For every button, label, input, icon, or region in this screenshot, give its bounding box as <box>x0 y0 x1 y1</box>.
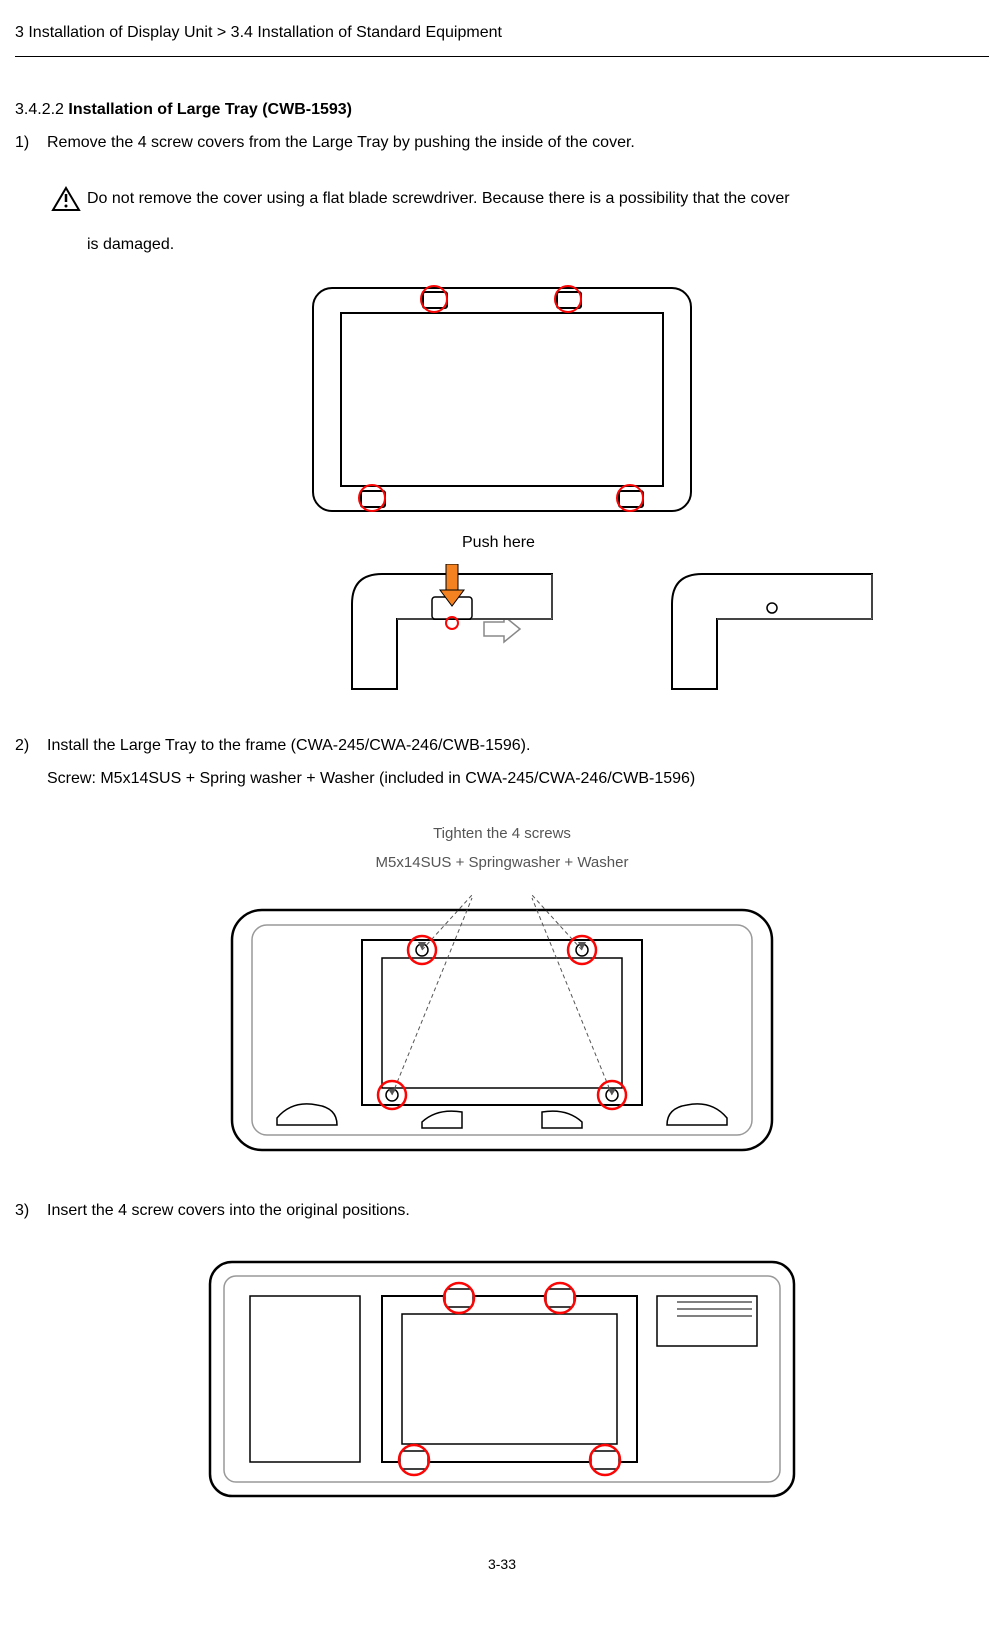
figure-2-label-line2: M5x14SUS + Springwasher + Washer <box>222 851 782 875</box>
step-1: 1) Remove the 4 screw covers from the La… <box>15 130 989 156</box>
header-divider <box>15 56 989 57</box>
section-title: Installation of Large Tray (CWB-1593) <box>68 101 352 118</box>
step-2-text: Install the Large Tray to the frame (CWA… <box>47 733 989 759</box>
step-3-number: 3) <box>15 1198 47 1224</box>
corner-detail-after <box>552 564 772 694</box>
figure-2-label-line1: Tighten the 4 screws <box>222 822 782 846</box>
step-2: 2) Install the Large Tray to the frame (… <box>15 733 989 759</box>
warning-block: Do not remove the cover using a flat bla… <box>51 186 989 258</box>
warning-text-line1: Do not remove the cover using a flat bla… <box>87 186 790 212</box>
figure-3 <box>15 1254 989 1513</box>
warning-text-line2: is damaged. <box>87 232 989 258</box>
step-1-text: Remove the 4 screw covers from the Large… <box>47 130 989 156</box>
step-2-number: 2) <box>15 733 47 759</box>
push-here-label: Push here <box>462 530 772 556</box>
figure-1: Push here <box>15 287 989 702</box>
step-3-text: Insert the 4 screw covers into the origi… <box>47 1198 989 1224</box>
section-number: 3.4.2.2 <box>15 101 64 118</box>
breadcrumb: 3 Installation of Display Unit > 3.4 Ins… <box>15 20 989 56</box>
corner-detail-before <box>232 564 452 694</box>
step-2-sub: Screw: M5x14SUS + Spring washer + Washer… <box>47 766 989 792</box>
page-number: 3-33 <box>15 1553 989 1575</box>
step-1-number: 1) <box>15 130 47 156</box>
figure-2: Tighten the 4 screws M5x14SUS + Springwa… <box>15 822 989 1169</box>
warning-icon <box>51 186 81 212</box>
section-heading: 3.4.2.2 Installation of Large Tray (CWB-… <box>15 97 989 123</box>
step-3: 3) Insert the 4 screw covers into the or… <box>15 1198 989 1224</box>
